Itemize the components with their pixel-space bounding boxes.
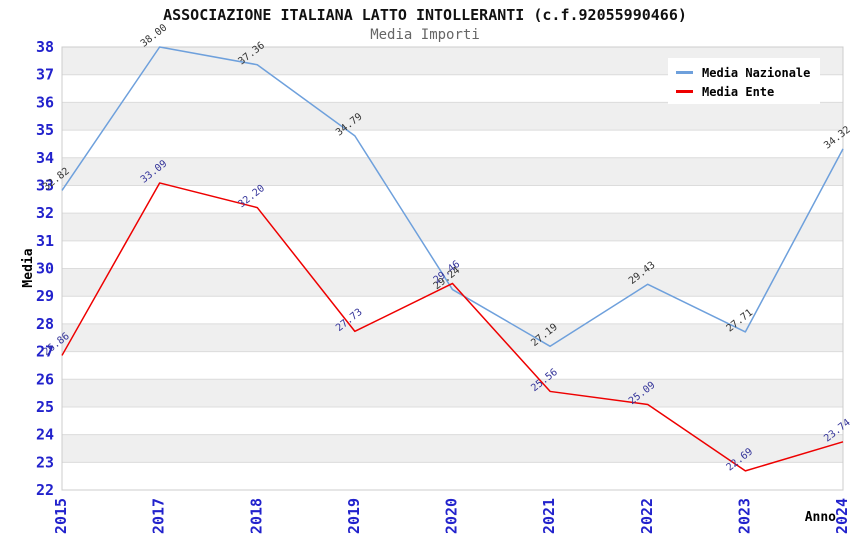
legend-line-swatch-icon [676,71,693,74]
y-tick-label: 31 [36,232,54,250]
legend-item: Media Ente [676,82,820,101]
grid-band [62,157,843,186]
plot-border [61,46,844,491]
y-tick-label: 28 [36,315,54,333]
legend-item-label: Media Nazionale [702,65,811,80]
grid-band [62,240,843,269]
data-point-label: 38.00 [139,22,169,49]
grid-band [62,323,843,352]
x-tick-label: 2018 [247,498,265,534]
x-tick-label: 2020 [443,498,461,534]
grid-band [62,462,843,490]
y-tick-label: 34 [36,149,54,167]
y-tick-label: 33 [36,176,54,194]
y-tick-label: 30 [36,260,54,278]
x-tick-label: 2021 [540,498,558,534]
y-tick-label: 25 [36,398,54,416]
y-tick-label: 38 [36,38,54,56]
chart-title: ASSOCIAZIONE ITALIANA LATTO INTOLLERANTI… [163,6,687,24]
grid-band [62,406,843,435]
y-tick-label: 24 [36,426,54,444]
grid-band [62,213,843,241]
y-tick-label: 23 [36,453,54,471]
grid-band [62,102,843,131]
x-axis-title: Anno [805,510,836,525]
series-line-media-ente [61,182,844,472]
grid-band [62,379,843,407]
grid-band [62,185,843,214]
y-tick-label: 26 [36,370,54,388]
legend-line-swatch-icon [676,90,693,93]
y-tick-label: 22 [36,481,54,499]
y-tick-label: 37 [36,66,54,84]
x-tick-label: 2015 [52,498,70,534]
y-tick-label: 27 [36,343,54,361]
x-tick-label: 2024 [833,498,850,534]
grid-band [62,268,843,297]
x-tick-label: 2017 [150,498,168,534]
x-tick-label: 2019 [345,498,363,534]
x-tick-label: 2022 [638,498,656,534]
grid-band [62,130,843,158]
chart-subtitle: Media Importi [370,27,480,43]
grid-band [62,351,843,380]
y-tick-label: 35 [36,121,54,139]
y-axis-title: Media [21,248,36,287]
y-tick-label: 29 [36,287,54,305]
legend: Media Nazionale Media Ente [668,58,820,104]
series-line-media-nazionale [61,46,844,348]
grid-band [62,296,843,324]
legend-item: Media Nazionale [676,63,820,82]
y-tick-label: 36 [36,93,54,111]
y-tick-label: 32 [36,204,54,222]
x-tick-label: 2023 [735,498,753,534]
legend-item-label: Media Ente [702,84,775,99]
